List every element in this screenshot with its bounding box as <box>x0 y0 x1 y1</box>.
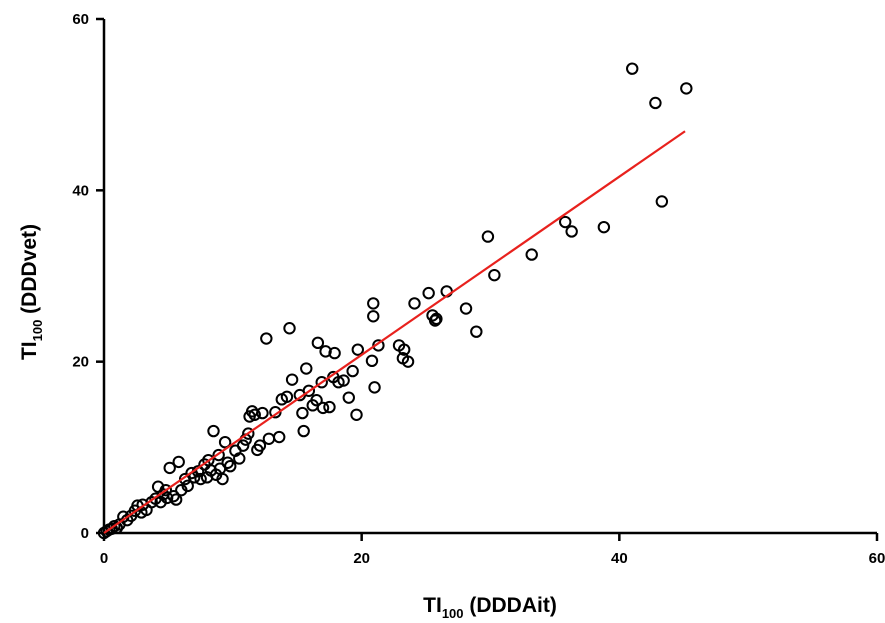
data-point <box>430 312 443 326</box>
data-point <box>342 391 355 404</box>
data-point <box>597 220 611 234</box>
data-point <box>337 374 350 387</box>
data-point <box>169 493 183 506</box>
y-axis-title-main: TI <box>18 341 41 360</box>
data-point <box>559 215 572 229</box>
x-axis-title-suffix: (DDDAit) <box>469 594 556 617</box>
data-point <box>319 345 332 358</box>
axes <box>102 19 877 535</box>
x-axis-title: TI100 (DDDAit) <box>423 594 557 621</box>
data-point <box>172 455 185 469</box>
data-point <box>216 472 229 486</box>
data-point <box>262 432 276 445</box>
data-point <box>233 452 246 465</box>
data-point <box>260 332 273 345</box>
data-point <box>488 268 501 282</box>
data-point <box>401 355 415 368</box>
data-point <box>346 364 359 378</box>
data-point <box>218 435 232 449</box>
data-point <box>368 381 381 394</box>
data-point <box>224 459 237 473</box>
data-points <box>97 62 693 540</box>
x-tick-label: 0 <box>100 550 108 567</box>
x-tick-label: 20 <box>353 550 370 567</box>
data-point <box>655 195 669 208</box>
data-point <box>365 354 379 368</box>
data-point <box>273 430 286 444</box>
data-point <box>159 483 173 497</box>
data-point <box>181 479 194 493</box>
tick-marks <box>96 17 879 541</box>
data-point <box>626 62 639 75</box>
data-point <box>367 297 380 310</box>
x-tick-label: 40 <box>611 550 628 567</box>
data-point <box>316 401 330 415</box>
x-tick-label: 60 <box>869 550 885 567</box>
data-point <box>160 491 174 505</box>
y-tick-label: 40 <box>72 182 89 199</box>
data-point <box>351 343 365 356</box>
data-point <box>680 82 693 95</box>
regression-line <box>103 130 686 534</box>
data-point <box>297 424 310 438</box>
data-point <box>481 230 495 243</box>
data-point <box>311 336 325 350</box>
data-point <box>470 325 483 338</box>
data-point <box>280 390 294 403</box>
data-point <box>236 439 250 452</box>
data-point <box>283 322 296 335</box>
data-point <box>300 362 313 375</box>
x-axis-title-subscript: 100 <box>442 606 464 621</box>
y-tick-label: 0 <box>81 525 89 542</box>
data-point <box>649 96 662 110</box>
y-axis-title-suffix: (DDDvet) <box>18 224 41 314</box>
data-point <box>242 427 255 440</box>
data-point <box>372 339 385 352</box>
data-point <box>163 461 176 475</box>
data-point <box>350 408 363 421</box>
data-point <box>459 302 473 315</box>
x-axis-title-main: TI <box>423 594 442 617</box>
data-point <box>302 384 316 397</box>
data-point <box>397 343 411 356</box>
data-point <box>253 439 267 452</box>
data-point <box>248 408 261 421</box>
tick-labels: 0 20 40 60 0 20 40 60 <box>72 11 885 567</box>
data-point <box>296 406 309 420</box>
data-point <box>328 346 341 360</box>
data-point <box>408 297 421 310</box>
data-point <box>315 376 328 389</box>
data-point <box>310 394 323 407</box>
data-point <box>565 225 578 238</box>
data-point <box>256 406 269 420</box>
data-point <box>332 376 345 389</box>
y-axis-title-subscript: 100 <box>30 320 45 342</box>
y-tick-label: 60 <box>72 11 89 28</box>
y-axis-title: TI100 (DDDvet) <box>18 224 45 360</box>
data-point <box>285 373 299 386</box>
y-tick-label: 20 <box>72 354 89 371</box>
data-point <box>525 248 538 261</box>
data-point <box>212 448 225 462</box>
data-point <box>323 400 336 414</box>
data-point <box>422 286 435 300</box>
data-point <box>207 424 220 438</box>
data-point <box>194 472 207 486</box>
data-point <box>367 310 380 323</box>
